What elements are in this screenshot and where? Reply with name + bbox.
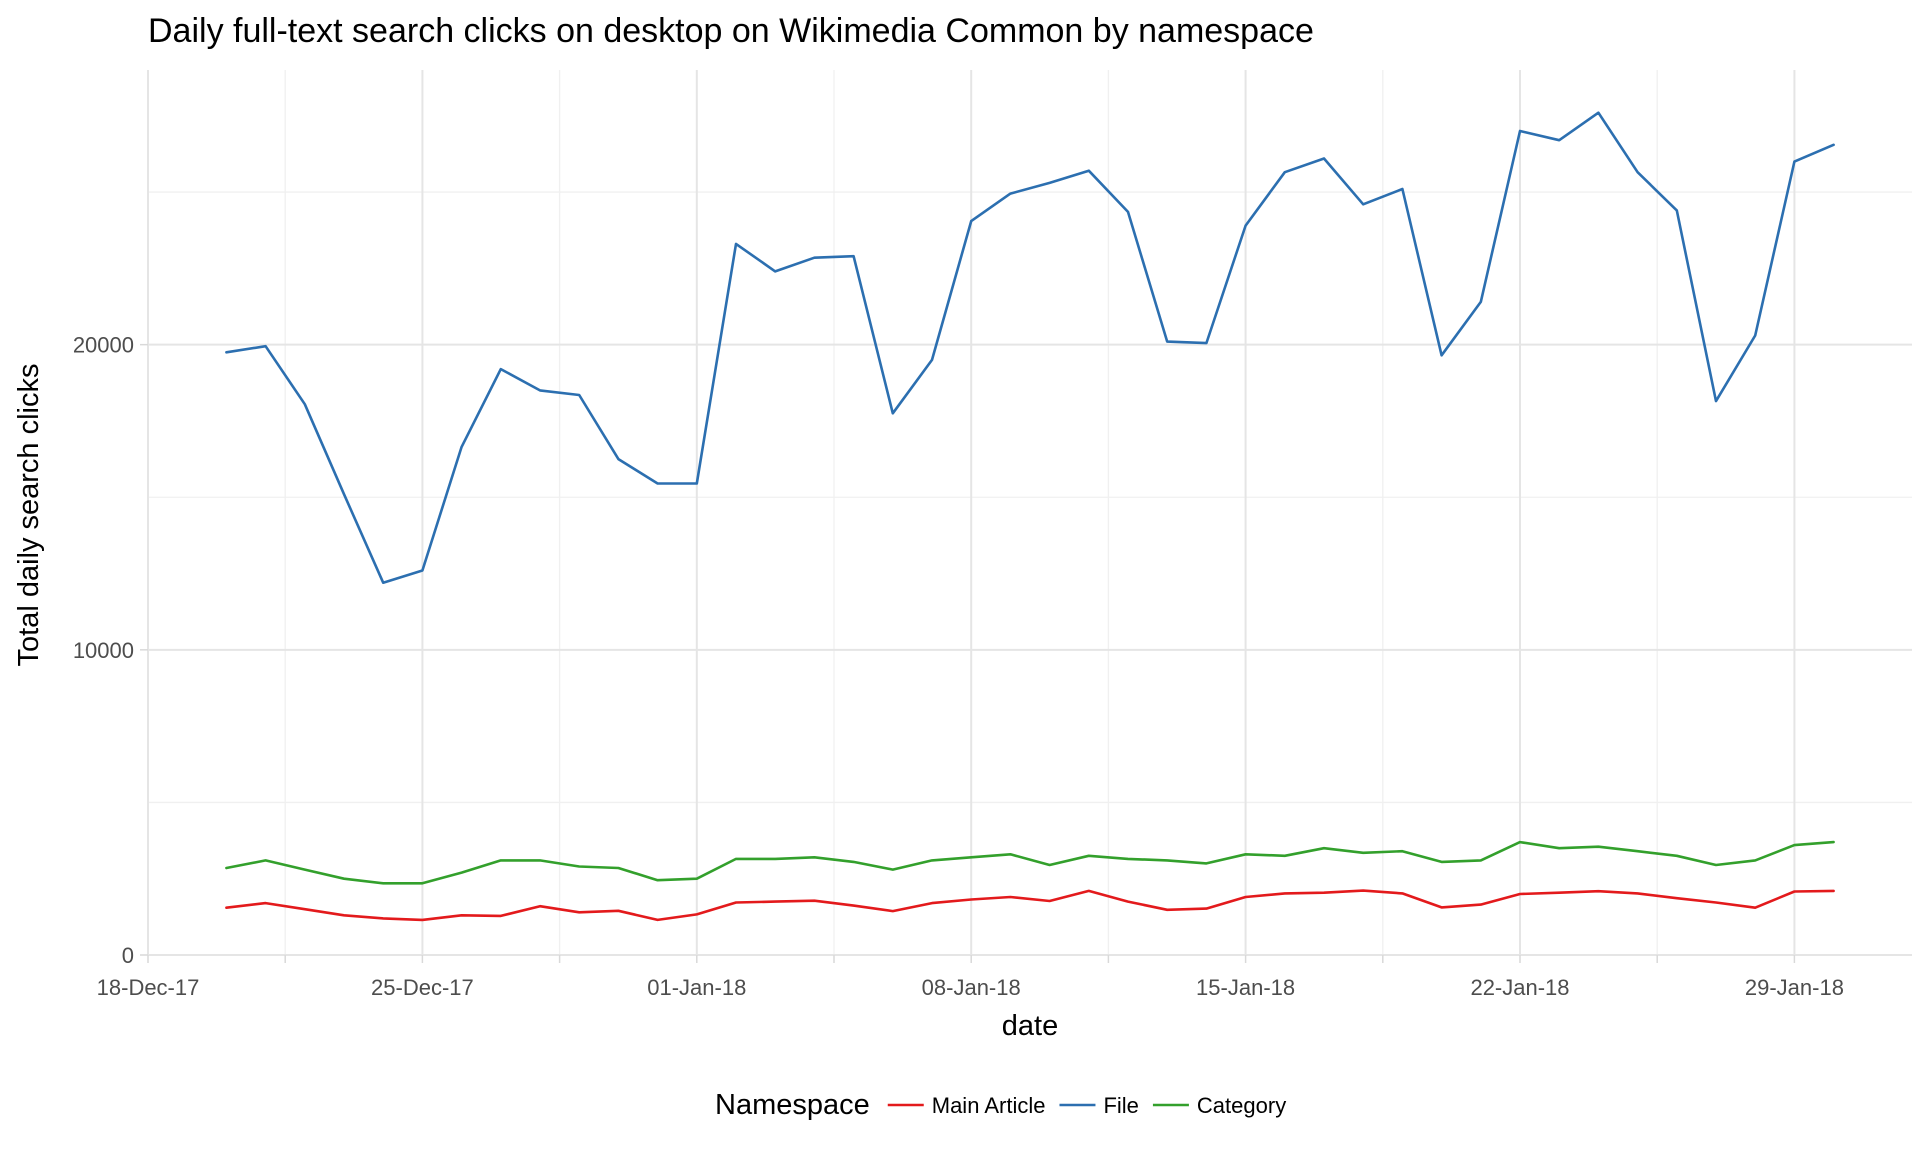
legend-label-main-article: Main Article (932, 1093, 1046, 1118)
legend-item-file: File (1059, 1093, 1139, 1118)
axes: 18-Dec-17 25-Dec-17 01-Jan-18 08-Jan-18 15-J… (73, 333, 1844, 1000)
chart-title: Daily full-text search clicks on desktop… (148, 12, 1314, 50)
legend-title: Namespace (715, 1089, 870, 1121)
x-tick-label: 15-Jan-18 (1196, 975, 1295, 1000)
legend-label-category: Category (1197, 1093, 1286, 1118)
legend-item-main-article: Main Article (887, 1093, 1046, 1118)
y-axis-title: Total daily search clicks (13, 364, 45, 667)
x-axis-title: date (1002, 1010, 1058, 1042)
series-line-category (225, 840, 1835, 885)
series-lines (225, 111, 1835, 922)
legend-item-category: Category (1152, 1093, 1286, 1118)
x-tick-label: 01-Jan-18 (647, 975, 746, 1000)
x-tick-label: 18-Dec-17 (97, 975, 200, 1000)
x-tick-label: 29-Jan-18 (1745, 975, 1844, 1000)
legend-label-file: File (1103, 1093, 1138, 1118)
grid (147, 70, 1912, 956)
series-line-file (225, 111, 1835, 585)
series-line-main-article (225, 889, 1835, 922)
y-tick-label: 20000 (73, 333, 134, 358)
y-tick-label: 10000 (73, 638, 134, 663)
y-tick-label: 0 (122, 943, 134, 968)
legend: Namespace Main Article File Category (715, 1089, 1286, 1121)
x-tick-label: 08-Jan-18 (922, 975, 1021, 1000)
x-tick-label: 22-Jan-18 (1470, 975, 1569, 1000)
x-tick-label: 25-Dec-17 (371, 975, 474, 1000)
